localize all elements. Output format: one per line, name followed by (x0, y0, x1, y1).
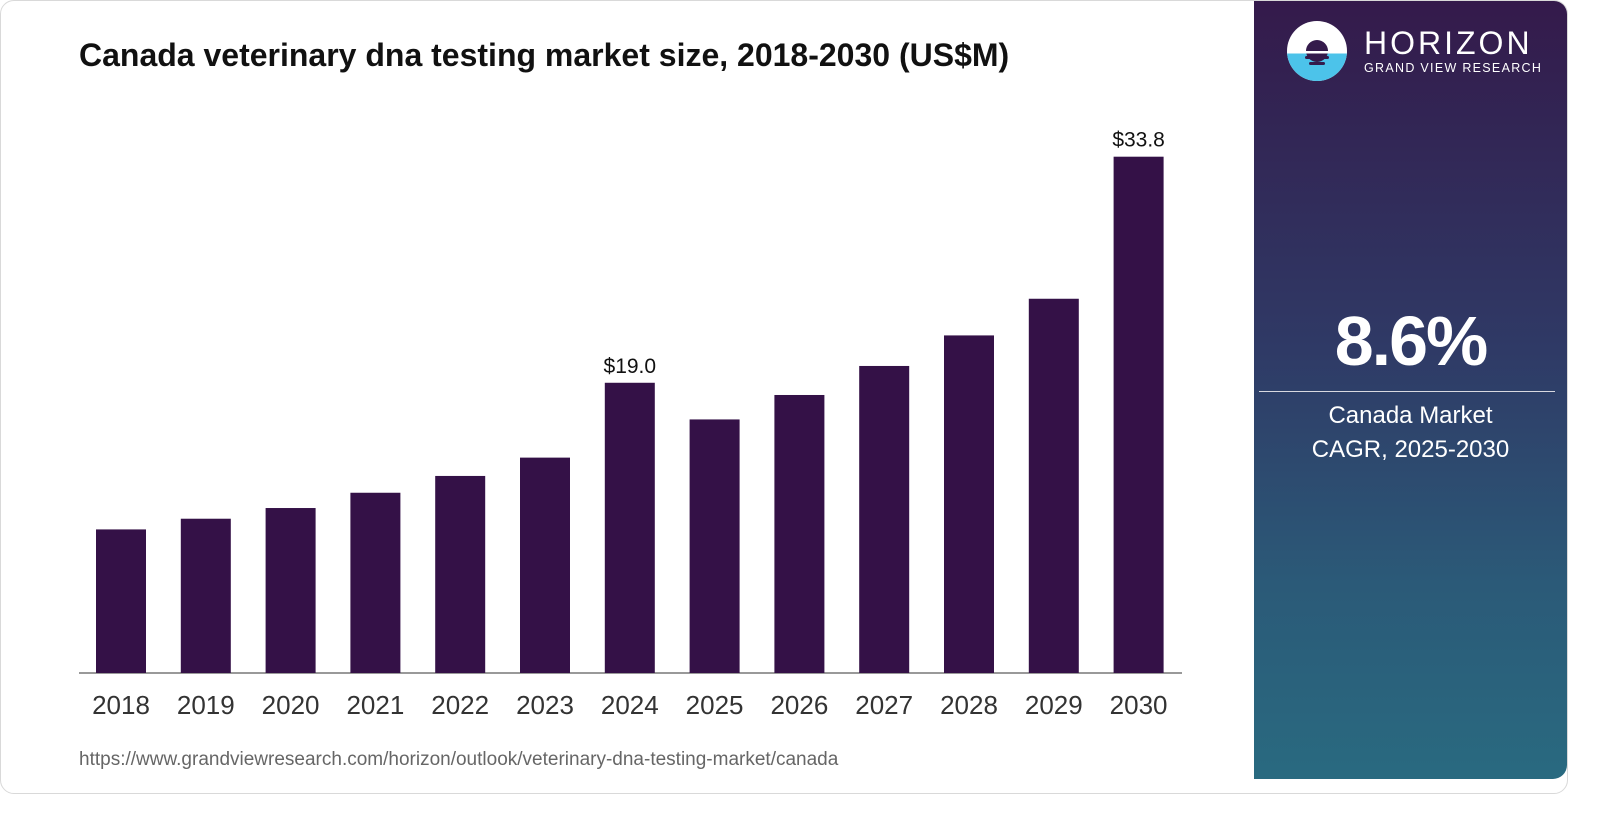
bar-2030 (1113, 156, 1164, 673)
bar-2026 (774, 394, 825, 673)
bar-2022 (435, 475, 486, 673)
bar-2019 (180, 518, 231, 673)
chart-title: Canada veterinary dna testing market siz… (79, 37, 1010, 73)
cagr-label: Canada Market CAGR, 2025-2030 (1254, 399, 1567, 467)
x-tick-label: 2022 (431, 690, 489, 720)
x-tick-label: 2028 (940, 690, 998, 720)
brand-subtitle: GRAND VIEW RESEARCH (1364, 61, 1543, 75)
cagr-panel: HORIZON GRAND VIEW RESEARCH 8.6% Canada … (1254, 1, 1567, 779)
bar-chart: 2018 2019 2020 2021 2022 2023 2024 $19.0 2025 202… (79, 129, 1182, 720)
data-label-2024: $19.0 (604, 355, 657, 378)
x-tick-label: 2023 (516, 690, 574, 720)
bar-2028 (944, 335, 994, 673)
bar-2025 (689, 419, 740, 673)
data-label-2030: $33.8 (1112, 129, 1165, 152)
bar-2024 (604, 382, 655, 673)
brand-name: HORIZON (1364, 25, 1533, 61)
x-tick-label: 2026 (770, 690, 828, 720)
bar-2020 (265, 508, 316, 673)
cagr-value: 8.6% (1334, 302, 1489, 380)
bar-2018 (96, 529, 146, 673)
x-tick-label: 2027 (855, 690, 913, 720)
bar-2021 (350, 492, 401, 673)
cagr-divider (1259, 391, 1555, 392)
x-tick-label: 2018 (92, 690, 150, 720)
chart-card: Canada veterinary dna testing market siz… (0, 0, 1568, 794)
bar-2023 (520, 457, 570, 673)
x-tick-label: 2030 (1110, 690, 1168, 720)
bar-2029 (1028, 298, 1079, 673)
cagr-label-line2: CAGR, 2025-2030 (1311, 436, 1510, 463)
source-url[interactable]: https://www.grandviewresearch.com/horizo… (79, 749, 839, 770)
x-tick-label: 2024 (601, 690, 659, 720)
x-tick-label: 2029 (1025, 690, 1083, 720)
bar-2027 (859, 365, 910, 673)
cagr-label-line1: Canada Market (1328, 402, 1493, 429)
x-tick-label: 2021 (346, 690, 404, 720)
x-tick-label: 2019 (177, 690, 235, 720)
x-tick-label: 2020 (262, 690, 320, 720)
sunset-horizon-icon (1287, 21, 1347, 81)
x-tick-label: 2025 (686, 690, 744, 720)
